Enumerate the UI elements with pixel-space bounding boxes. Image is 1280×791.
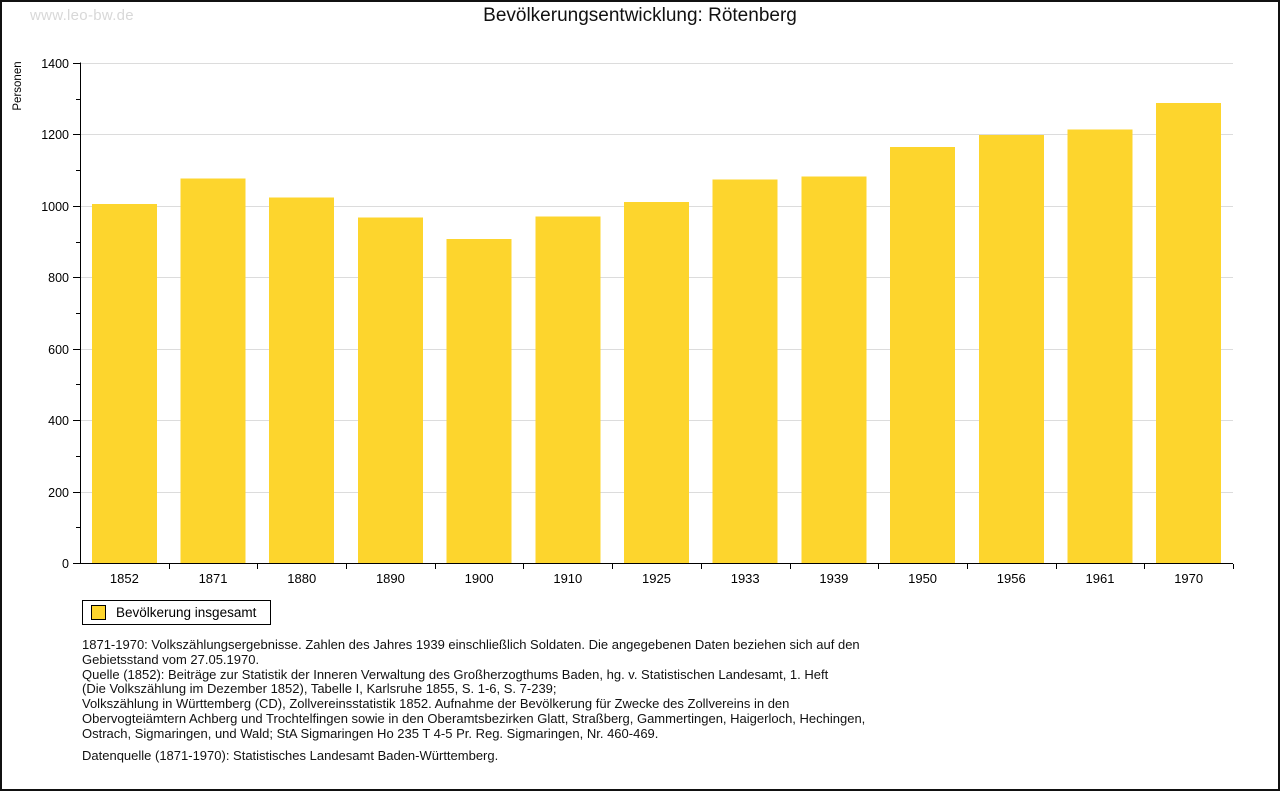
- x-tick-label: 1925: [642, 571, 671, 586]
- footnote-line: Gebietsstand vom 27.05.1970.: [82, 651, 260, 667]
- chart-legend: Bevölkerung insgesamt: [82, 600, 272, 625]
- bar-1900: [446, 239, 512, 563]
- x-tick-label: 1852: [110, 571, 139, 586]
- bar-1880: [269, 197, 335, 563]
- y-axis-title: Personen: [12, 61, 24, 110]
- x-tick-label: 1939: [819, 571, 848, 586]
- legend-swatch-icon: [91, 605, 106, 620]
- footnote-line: Volkszählung in Württemberg (CD), Zollve…: [82, 696, 790, 712]
- x-tick-label: 1970: [1174, 571, 1203, 586]
- bar-1925: [624, 201, 689, 563]
- x-tick-label: 1890: [376, 571, 405, 586]
- bar-1950: [890, 146, 956, 563]
- footnote-line: Ostrach, Sigmaringen, und Wald; StA Sigm…: [82, 725, 659, 741]
- bar-1890: [357, 217, 423, 563]
- bar-1910: [535, 216, 601, 563]
- population-bar-chart: 0 200 400 600 800 1000 1200 1400 1852 1871 1880 189…: [12, 57, 1234, 586]
- bar-1939: [801, 176, 867, 563]
- bar-1871: [180, 178, 246, 563]
- datasource-line: Datenquelle (1871-1970): Statistisches L…: [82, 747, 499, 763]
- y-tick-label: 0: [62, 557, 69, 571]
- footnote-line: Quelle (1852): Beiträge zur Statistik de…: [82, 666, 829, 682]
- y-tick-label: 1200: [41, 128, 69, 142]
- x-tick-label: 1880: [287, 571, 316, 586]
- x-tick-label: 1956: [997, 571, 1026, 586]
- x-tick-label: 1961: [1086, 571, 1115, 586]
- chart-title: Bevölkerungsentwicklung: Rötenberg: [483, 5, 797, 26]
- chart-footnotes: 1871-1970: Volkszählungsergebnisse. Zahl…: [82, 637, 1232, 763]
- y-tick-label: 600: [48, 343, 69, 357]
- bar-1852: [91, 204, 157, 563]
- footnote-line: (Die Volkszählung im Dezember 1852), Tab…: [82, 681, 557, 697]
- y-tick-label: 1400: [41, 57, 69, 71]
- bar-1961: [1067, 129, 1133, 563]
- site-watermark: www.leo-bw.de: [30, 7, 134, 24]
- y-tick-label: 1000: [41, 200, 69, 214]
- x-tick-label: 1950: [908, 571, 937, 586]
- x-tick-label: 1933: [731, 571, 760, 586]
- y-tick-label: 200: [48, 486, 69, 500]
- legend-label: Bevölkerung insgesamt: [116, 605, 257, 620]
- y-tick-label: 800: [48, 271, 69, 285]
- footnote-line: Obervogteiämtern Achberg und Trochtelfin…: [82, 710, 866, 726]
- x-tick-label: 1900: [465, 571, 494, 586]
- bar-1956: [978, 134, 1044, 564]
- footnote-line: 1871-1970: Volkszählungsergebnisse. Zahl…: [82, 637, 860, 652]
- bar-1933: [712, 179, 778, 563]
- y-tick-label: 400: [48, 414, 69, 428]
- x-tick-label: 1910: [553, 571, 582, 586]
- bar-1970: [1156, 103, 1222, 563]
- x-tick-label: 1871: [199, 571, 228, 586]
